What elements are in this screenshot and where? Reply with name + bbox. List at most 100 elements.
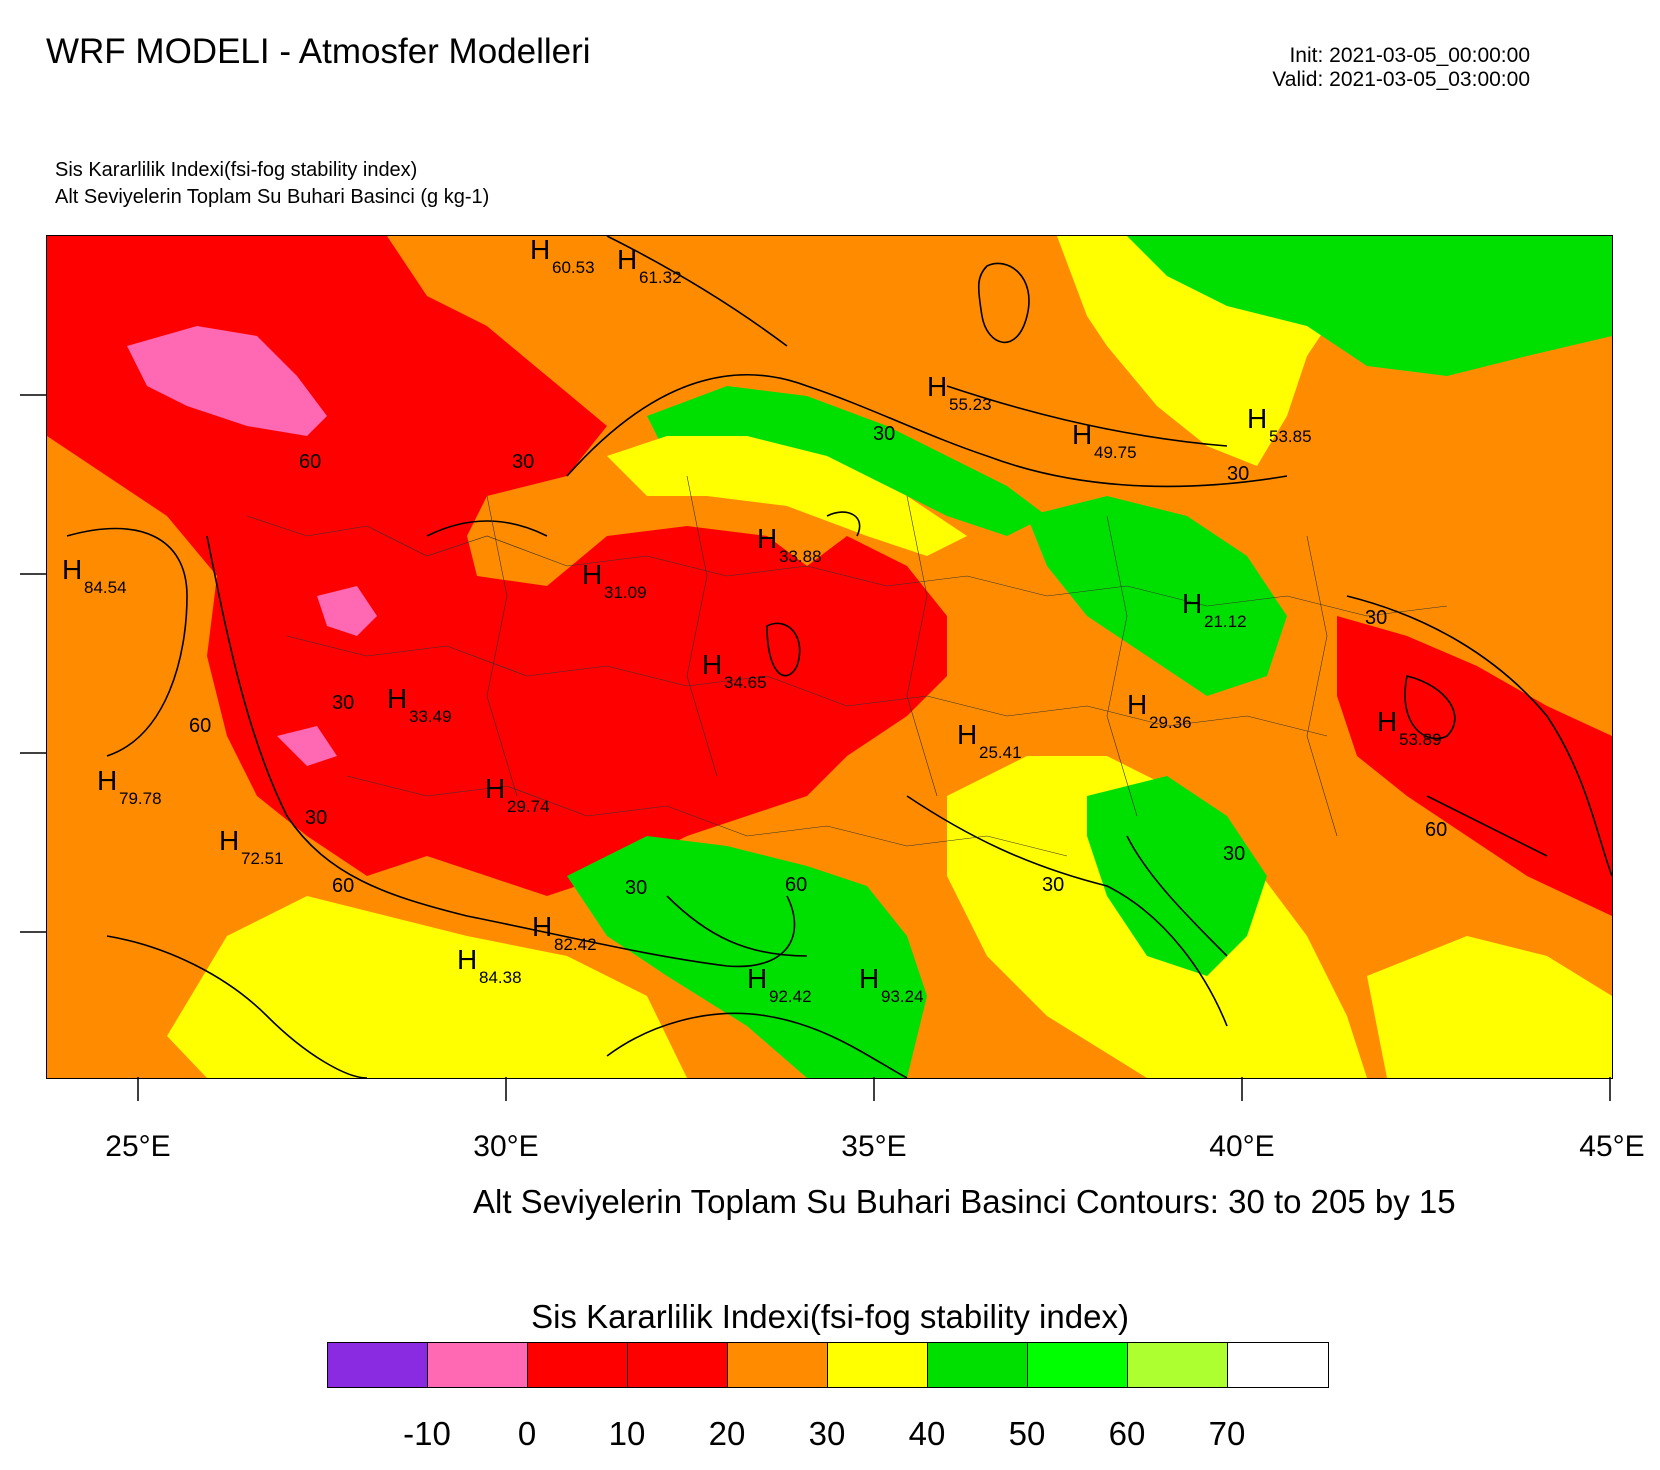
high-marker-value: 34.65 <box>724 673 767 692</box>
field-yellow-north-coast <box>607 436 967 556</box>
contour-value-label: 30 <box>512 451 534 473</box>
high-marker-symbol: H <box>702 649 722 680</box>
high-marker-symbol: H <box>532 911 552 942</box>
high-marker-value: 21.12 <box>1204 612 1247 631</box>
high-marker-value: 84.38 <box>479 968 522 987</box>
legend-tick-1: 0 <box>517 1415 537 1452</box>
high-marker-value: 72.51 <box>241 849 284 868</box>
latitude-ticks <box>20 394 46 933</box>
legend-tick-8: 70 <box>1208 1415 1246 1452</box>
lon-label-25: 25°E <box>105 1130 171 1163</box>
legend-tick-6: 50 <box>1008 1415 1046 1452</box>
high-marker-symbol: H <box>747 963 767 994</box>
map-plot-area: H 60.53 H 61.32 H 55.23 H 49.75 H 53.85 H 84.54 H 33.… <box>46 235 1613 1079</box>
legend-swatch-4 <box>728 1343 828 1387</box>
high-marker-value: 33.88 <box>779 547 822 566</box>
high-marker-symbol: H <box>219 825 239 856</box>
high-marker-symbol: H <box>387 683 407 714</box>
contour-lines <box>66 236 1612 1078</box>
contour-caption: Alt Seviyelerin Toplam Su Buhari Basinci… <box>473 1183 1456 1220</box>
high-marker-value: 53.85 <box>1269 427 1312 446</box>
legend-swatch-6 <box>928 1343 1028 1387</box>
legend-tick-4: 30 <box>808 1415 846 1452</box>
field-subtitle: Sis Kararlilik Indexi(fsi-fog stability … <box>55 159 418 181</box>
legend-swatch-5 <box>828 1343 928 1387</box>
legend-swatch-9 <box>1228 1343 1328 1387</box>
field-green-east-central <box>1027 496 1287 696</box>
field-orange-black-sea <box>417 236 1227 466</box>
field-green-southeast <box>1087 776 1267 976</box>
contour-value-label: 30 <box>332 692 354 714</box>
high-marker-symbol: H <box>859 963 879 994</box>
lon-label-30: 30°E <box>473 1130 539 1163</box>
field-pink-small-1 <box>317 586 377 636</box>
province-borders <box>246 475 1448 857</box>
field-yellow-southeast-corner <box>1367 936 1612 1078</box>
high-marker-symbol: H <box>485 773 505 804</box>
lon-label-45: 45°E <box>1579 1130 1645 1163</box>
map-canvas: H60.53 H61.32H55.23H49.75H53.85H84.54H33.… <box>47 236 1612 1078</box>
high-marker-symbol: H <box>617 244 637 275</box>
longitude-ticks <box>137 1077 1611 1101</box>
legend-tick-5: 40 <box>908 1415 946 1452</box>
lon-label-40: 40°E <box>1209 1130 1275 1163</box>
high-marker-value: 31.09 <box>604 583 647 602</box>
legend-tick-2: 10 <box>608 1415 646 1452</box>
field-green-northeast <box>1127 236 1612 376</box>
contour-value-label: 30 <box>873 423 895 445</box>
high-marker-value: 25.41 <box>979 743 1022 762</box>
contour-value-label: 60 <box>189 715 211 737</box>
contour-value-label: 30 <box>1042 874 1064 896</box>
high-marker-value: 60.53 <box>552 258 595 277</box>
legend-tick-0: -10 <box>403 1415 451 1452</box>
init-time: Init: 2021-03-05_00:00:00 <box>1289 44 1530 67</box>
contour-value-label: 30 <box>625 877 647 899</box>
field-yellow-southwest <box>167 896 687 1078</box>
high-marker-symbol: H <box>457 944 477 975</box>
legend-tick-7: 60 <box>1108 1415 1146 1452</box>
legend-swatch-7 <box>1028 1343 1128 1387</box>
high-marker-value: 93.24 <box>881 987 924 1006</box>
high-marker-value: 61.32 <box>639 268 682 287</box>
high-marker-symbol: H <box>582 559 602 590</box>
high-marker-symbol: H <box>1072 419 1092 450</box>
legend-tick-3: 20 <box>708 1415 746 1452</box>
high-marker-symbol: H <box>757 523 777 554</box>
high-marker-symbol: H <box>927 371 947 402</box>
contour-value-label: 60 <box>299 451 321 473</box>
valid-time: Valid: 2021-03-05_03:00:00 <box>1272 68 1530 91</box>
contour-value-labels: 60 30 30 30 30 60 30 30 60 30 60 30 60 30 <box>189 423 1447 899</box>
high-marker-symbol: H <box>1182 588 1202 619</box>
field-red-north <box>47 236 377 356</box>
high-marker-symbol: H <box>62 554 82 585</box>
legend-title: Sis Kararlilik Indexi(fsi-fog stability … <box>531 1298 1129 1335</box>
chart-title: WRF MODELI - Atmosfer Modelleri <box>46 32 591 71</box>
field-pink-thrace <box>127 326 327 436</box>
field-pink-small-2 <box>277 726 337 766</box>
contour-subtitle: Alt Seviyelerin Toplam Su Buhari Basinci… <box>55 186 490 208</box>
high-marker-symbol: H <box>1247 403 1267 434</box>
color-legend-bar <box>327 1342 1329 1388</box>
legend-swatch-8 <box>1128 1343 1228 1387</box>
high-marker-symbol: H <box>97 765 117 796</box>
legend-swatch-3 <box>628 1343 728 1387</box>
contour-value-label: 30 <box>1365 607 1387 629</box>
high-marker-value: 29.36 <box>1149 713 1192 732</box>
contour-value-label: 60 <box>1425 819 1447 841</box>
high-marker-value: 53.89 <box>1399 730 1442 749</box>
contour-value-label: 60 <box>785 874 807 896</box>
lon-label-35: 35°E <box>841 1130 907 1163</box>
high-markers: H60.53 H61.32H55.23H49.75H53.85H84.54H33.… <box>62 236 1442 1006</box>
high-marker-symbol: H <box>957 719 977 750</box>
high-marker-symbol: H <box>530 236 550 265</box>
high-marker-value: 92.42 <box>769 987 812 1006</box>
high-marker-value: 29.74 <box>507 797 550 816</box>
legend-swatch-0 <box>328 1343 428 1387</box>
high-marker-value: 55.23 <box>949 395 992 414</box>
high-marker-value: 33.49 <box>409 707 452 726</box>
legend-swatch-1 <box>428 1343 528 1387</box>
high-marker-symbol: H <box>1127 689 1147 720</box>
high-marker-value: 84.54 <box>84 578 127 597</box>
contour-value-label: 30 <box>305 807 327 829</box>
field-green-south <box>567 836 927 1078</box>
